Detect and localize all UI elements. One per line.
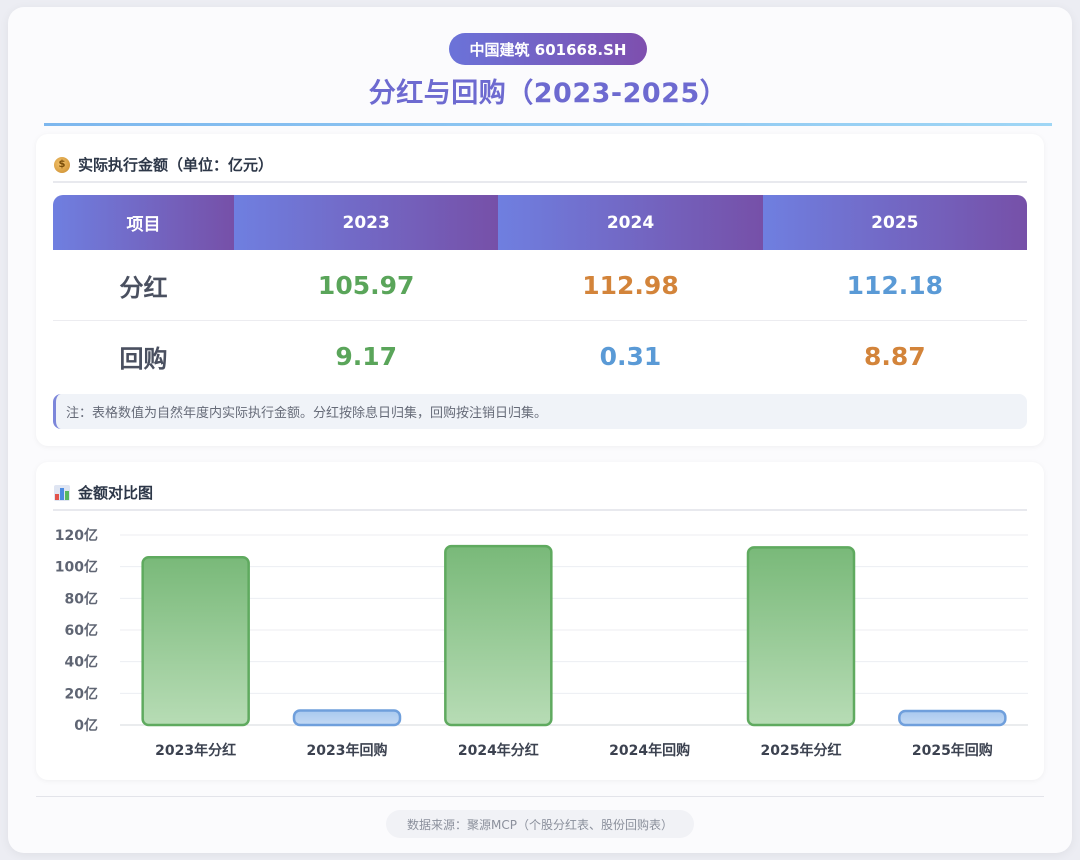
column-header-2023: 2023 — [234, 195, 499, 250]
table-row-buyback: 回购 9.17 0.31 8.87 — [53, 321, 1027, 392]
x-tick-label: 2025年分红 — [761, 742, 842, 759]
data-source-note: 数据来源：聚源MCP（个股分红表、股份回购表） — [386, 810, 694, 838]
dividend-2023-value: 105.97 — [234, 250, 499, 321]
x-tick-label: 2024年分红 — [458, 742, 539, 759]
bar-chart-icon — [54, 484, 70, 501]
x-tick-label: 2023年分红 — [155, 742, 236, 759]
buyback-2023-value: 9.17 — [335, 341, 397, 371]
x-tick-label: 2023年回购 — [307, 742, 388, 759]
bar-5 — [898, 709, 1007, 727]
row-label-buyback: 回购 — [119, 344, 168, 373]
row-label-dividend: 分红 — [53, 250, 234, 321]
title-divider — [44, 123, 1052, 126]
x-tick-label: 2024年回购 — [609, 742, 690, 759]
x-tick-label: 2025年回购 — [912, 742, 993, 759]
dividend-2024-value: 112.98 — [498, 250, 763, 321]
chart-section-heading: 金额对比图 — [54, 482, 153, 503]
amount-table-card: 实际执行金额（单位：亿元） 项目 2023 2024 2025 分红 105.9… — [36, 134, 1044, 446]
y-tick-label: 0亿 — [74, 717, 98, 734]
page-title: 分红与回购（2023-2025） — [368, 78, 728, 109]
bar-2 — [444, 544, 553, 727]
dividend-2025-value: 112.18 — [762, 250, 1027, 321]
column-header-2024: 2024 — [498, 195, 763, 250]
stock-badge: 中国建筑 601668.SH — [449, 33, 647, 65]
y-tick-label: 80亿 — [65, 590, 98, 607]
table-section-heading: 实际执行金额（单位：亿元） — [54, 154, 273, 175]
table-header-row: 项目 2023 2024 2025 — [53, 195, 1027, 250]
column-header-2025: 2025 — [762, 195, 1027, 250]
y-tick-label: 120亿 — [55, 527, 98, 544]
bar-0 — [141, 555, 250, 727]
y-tick-label: 40亿 — [65, 654, 98, 671]
column-header-item: 项目 — [53, 195, 234, 250]
section-divider — [53, 509, 1027, 511]
bar-1 — [292, 709, 402, 727]
amount-table: 项目 2023 2024 2025 分红 105.97 112.98 112.1… — [53, 195, 1027, 391]
chart-section-title: 金额对比图 — [78, 484, 154, 502]
footer-divider — [36, 796, 1044, 797]
y-tick-label: 60亿 — [65, 622, 98, 639]
y-tick-label: 100亿 — [55, 559, 98, 576]
bar-4 — [746, 546, 856, 727]
y-tick-label: 20亿 — [65, 685, 98, 702]
section-divider — [53, 181, 1027, 183]
table-row-dividend: 分红 105.97 112.98 112.18 — [53, 250, 1027, 321]
amount-bar-chart: 0亿 20亿 40亿 60亿 80亿 100亿 120亿 2023年分红 2023年回购 2024… — [55, 527, 1028, 759]
money-bag-icon — [54, 156, 70, 173]
chart-card: 金额对比图 0亿 20亿 40亿 60亿 80亿 100亿 120亿 2023年分红 2023年… — [36, 462, 1044, 780]
table-note: 注：表格数值为自然年度内实际执行金额。分红按除息日归集，回购按注销日归集。 — [53, 394, 1027, 429]
buyback-2024-value: 0.31 — [599, 341, 662, 371]
table-section-title: 实际执行金额（单位：亿元） — [78, 156, 274, 174]
buyback-2025-value: 8.87 — [863, 341, 926, 371]
